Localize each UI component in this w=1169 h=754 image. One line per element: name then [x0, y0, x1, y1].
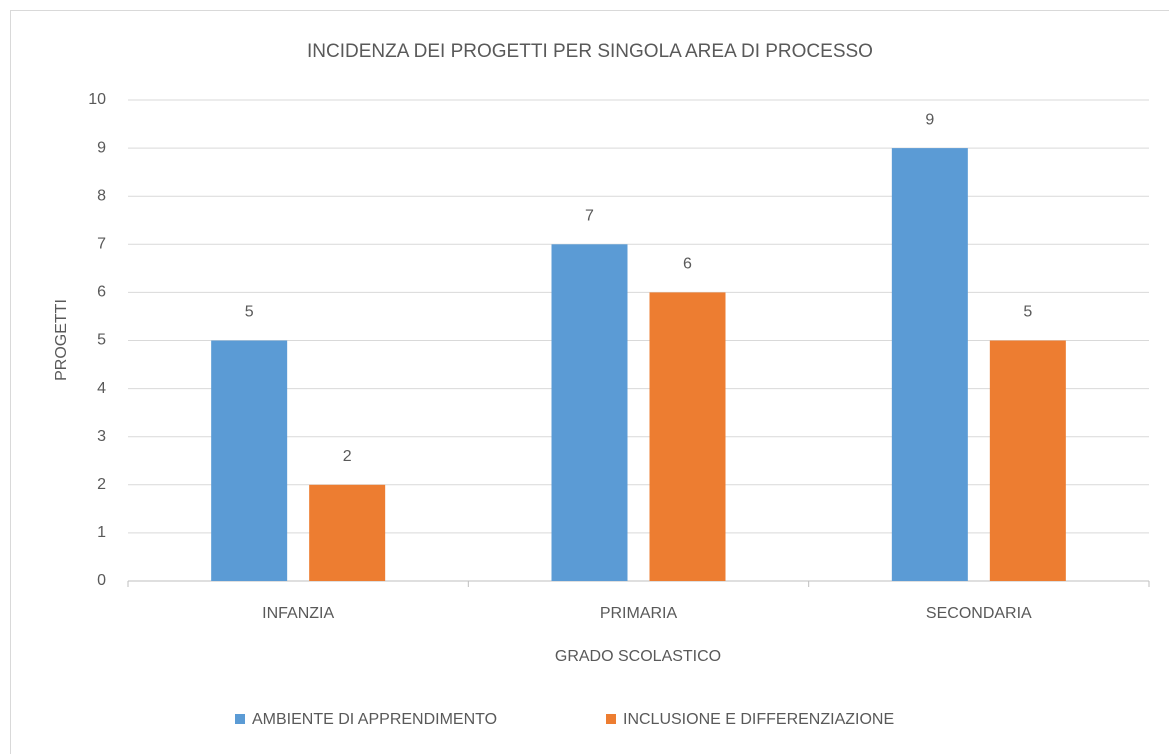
- x-tick-label: INFANZIA: [262, 605, 334, 622]
- y-tick-label: 10: [88, 91, 106, 108]
- y-tick-label: 9: [97, 139, 106, 156]
- y-tick-label: 7: [97, 236, 106, 253]
- y-tick-label: 0: [97, 572, 106, 589]
- chart-title: INCIDENZA DEI PROGETTI PER SINGOLA AREA …: [307, 41, 873, 62]
- bar: [211, 340, 288, 581]
- data-label: 5: [1023, 304, 1032, 321]
- data-label: 2: [343, 448, 352, 465]
- y-axis-title: PROGETTI: [53, 299, 70, 381]
- y-tick-label: 1: [97, 524, 106, 541]
- bar: [891, 148, 968, 581]
- data-label: 7: [585, 208, 594, 225]
- bar: [649, 292, 726, 581]
- legend-label: AMBIENTE DI APPRENDIMENTO: [252, 711, 497, 728]
- bar: [551, 244, 628, 582]
- y-tick-label: 3: [97, 428, 106, 445]
- legend-swatch: [606, 714, 616, 724]
- y-tick-label: 4: [97, 380, 106, 397]
- bar: [989, 340, 1066, 581]
- legend-swatch: [235, 714, 245, 724]
- y-tick-label: 2: [97, 476, 106, 493]
- legend-label: INCLUSIONE E DIFFERENZIAZIONE: [623, 711, 894, 728]
- data-label: 5: [245, 304, 254, 321]
- x-tick-label: SECONDARIA: [926, 605, 1032, 622]
- data-label: 6: [683, 256, 692, 273]
- x-axis-title: GRADO SCOLASTICO: [555, 648, 721, 665]
- data-label: 9: [925, 111, 934, 128]
- y-tick-label: 8: [97, 187, 106, 204]
- y-tick-label: 5: [97, 332, 106, 349]
- bar: [309, 484, 386, 581]
- y-tick-label: 6: [97, 284, 106, 301]
- x-tick-label: PRIMARIA: [600, 605, 678, 622]
